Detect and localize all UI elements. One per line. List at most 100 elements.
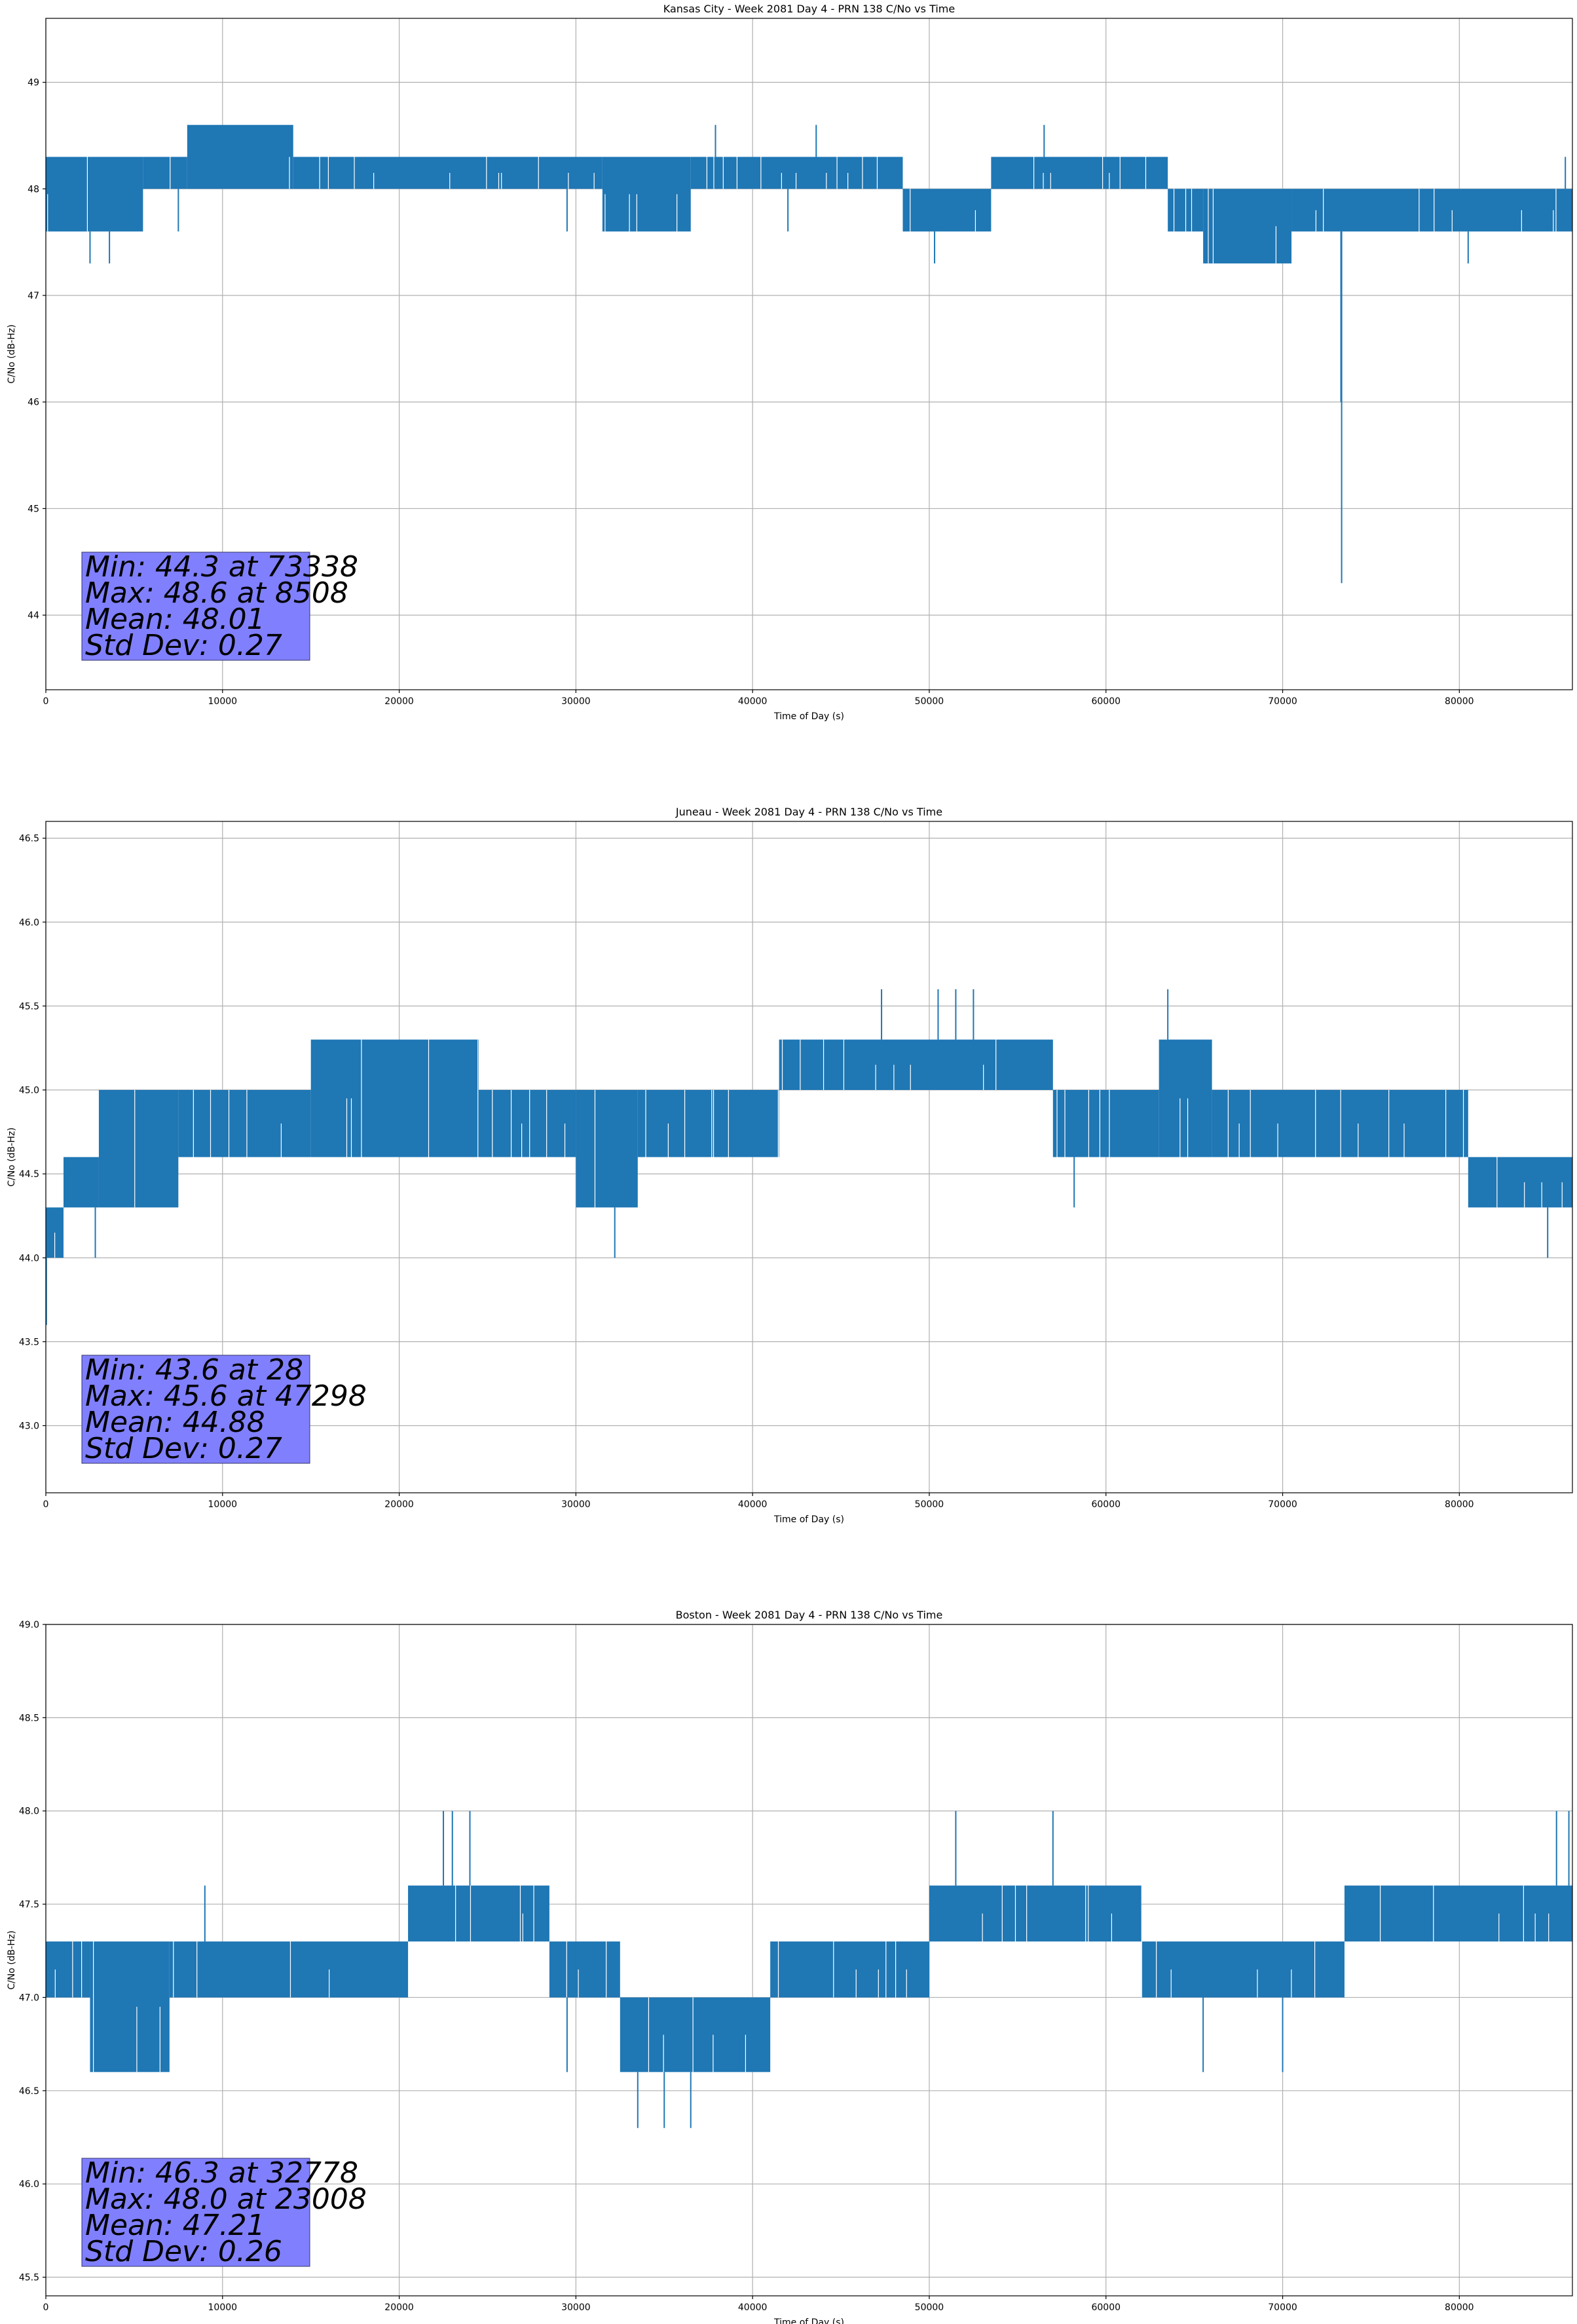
x-tick-label: 10000 <box>208 696 238 707</box>
y-tick-label: 44.0 <box>19 1253 39 1264</box>
series-band <box>293 157 603 189</box>
series-band <box>602 157 691 232</box>
plot-frame <box>45 1624 1573 2296</box>
series-line <box>46 1810 1572 2128</box>
y-tick-label: 43.0 <box>19 1421 39 1432</box>
series-band <box>478 1090 576 1157</box>
series-band <box>1141 1941 1345 1998</box>
y-axis-label: C/No (dB-Hz) <box>7 1127 17 1186</box>
y-axis-label: C/No (dB-Hz) <box>7 1930 17 1989</box>
x-tick-label: 0 <box>43 2302 49 2313</box>
x-tick-label: 50000 <box>915 1499 944 1510</box>
x-tick-label: 60000 <box>1091 2302 1121 2313</box>
chart-title: Kansas City - Week 2081 Day 4 - PRN 138 … <box>663 3 955 15</box>
series-band <box>1468 1157 1572 1208</box>
series-band <box>178 1090 311 1157</box>
chart-panel: 0 10000 20000 30000 40000 50000 60000 70000 8000… <box>7 806 1573 1525</box>
stats-line: Min: 43.6 at 28 <box>85 1353 303 1387</box>
y-tick-label: 46 <box>28 398 39 408</box>
x-tick-label: 30000 <box>561 696 591 707</box>
y-tick-label: 46.5 <box>19 834 39 844</box>
x-tick-label: 30000 <box>561 2302 591 2313</box>
stats-box-background <box>81 2158 310 2267</box>
series-band <box>1052 1090 1159 1157</box>
series-band <box>902 189 992 232</box>
series-band <box>690 157 903 189</box>
series-band <box>169 1941 409 1998</box>
series-band <box>46 157 143 232</box>
series-band <box>90 1941 170 2072</box>
x-tick-label: 50000 <box>915 2302 944 2313</box>
series-band <box>576 1090 638 1208</box>
y-tick-label: 45 <box>28 504 39 514</box>
stats-line: Min: 46.3 at 32778 <box>85 2156 358 2190</box>
series-band <box>1212 1090 1468 1157</box>
x-tick-label: 40000 <box>738 2302 768 2313</box>
series-band <box>929 1885 1141 1942</box>
stats-line: Std Dev: 0.27 <box>85 629 282 662</box>
x-tick-label: 70000 <box>1268 1499 1297 1510</box>
series-band <box>46 1941 90 1998</box>
y-tick-label: 45.0 <box>19 1085 39 1096</box>
x-tick-label: 10000 <box>208 2302 238 2313</box>
x-tick-label: 30000 <box>561 1499 591 1510</box>
series-band <box>63 1157 99 1208</box>
series-band <box>310 1040 479 1157</box>
y-tick-label: 47.5 <box>19 1900 39 1910</box>
x-tick-label: 0 <box>43 696 49 707</box>
series-band <box>770 1941 929 1998</box>
x-axis-label: Time of Day (s) <box>773 2317 844 2324</box>
x-tick-label: 20000 <box>384 2302 414 2313</box>
series-band <box>991 157 1168 189</box>
series-band <box>1291 189 1572 232</box>
stats-line: Std Dev: 0.26 <box>85 2235 282 2268</box>
x-tick-label: 70000 <box>1268 696 1297 707</box>
x-tick-label: 50000 <box>915 696 944 707</box>
stats-line: Max: 48.6 at 8508 <box>85 576 348 610</box>
series-band <box>620 1997 771 2072</box>
y-tick-label: 44.5 <box>19 1169 39 1180</box>
plot-frame <box>45 821 1573 1493</box>
series-band <box>1203 189 1292 264</box>
series-band <box>98 1090 179 1208</box>
series-line <box>46 989 1572 1325</box>
x-tick-label: 40000 <box>738 696 768 707</box>
y-tick-label: 44 <box>28 610 39 621</box>
y-tick-label: 46.5 <box>19 2086 39 2097</box>
x-tick-label: 10000 <box>208 1499 238 1510</box>
stats-box-background <box>81 552 310 661</box>
stats-line: Std Dev: 0.27 <box>85 1432 282 1465</box>
chart-title: Juneau - Week 2081 Day 4 - PRN 138 C/No … <box>675 806 942 818</box>
stats-line: Mean: 44.88 <box>85 1406 265 1439</box>
series-band <box>187 124 293 189</box>
series-band <box>637 1090 779 1157</box>
y-tick-label: 48 <box>28 184 39 195</box>
chart-panel: 0 10000 20000 30000 40000 50000 60000 70000 8000… <box>7 3 1573 722</box>
x-tick-label: 80000 <box>1445 2302 1474 2313</box>
series-band <box>779 1040 1053 1090</box>
stats-line: Max: 45.6 at 47298 <box>85 1379 367 1413</box>
y-axis-label: C/No (dB-Hz) <box>7 324 17 383</box>
stats-line: Max: 48.0 at 23008 <box>85 2183 367 2216</box>
y-tick-label: 43.5 <box>19 1337 39 1347</box>
plot-frame <box>45 18 1573 690</box>
x-tick-label: 40000 <box>738 1499 768 1510</box>
series-line <box>46 124 1572 584</box>
y-tick-label: 45.5 <box>19 2273 39 2283</box>
x-tick-label: 70000 <box>1268 2302 1297 2313</box>
y-tick-label: 48.0 <box>19 1807 39 1817</box>
y-tick-label: 47.0 <box>19 1993 39 2003</box>
x-tick-label: 80000 <box>1445 696 1474 707</box>
x-tick-label: 80000 <box>1445 1499 1474 1510</box>
x-tick-label: 20000 <box>384 1499 414 1510</box>
series-band <box>1159 1040 1212 1157</box>
series-band <box>143 157 187 189</box>
series-band <box>549 1941 620 1998</box>
y-tick-label: 46.0 <box>19 2179 39 2190</box>
x-axis-label: Time of Day (s) <box>773 1514 844 1525</box>
x-tick-label: 60000 <box>1091 696 1121 707</box>
